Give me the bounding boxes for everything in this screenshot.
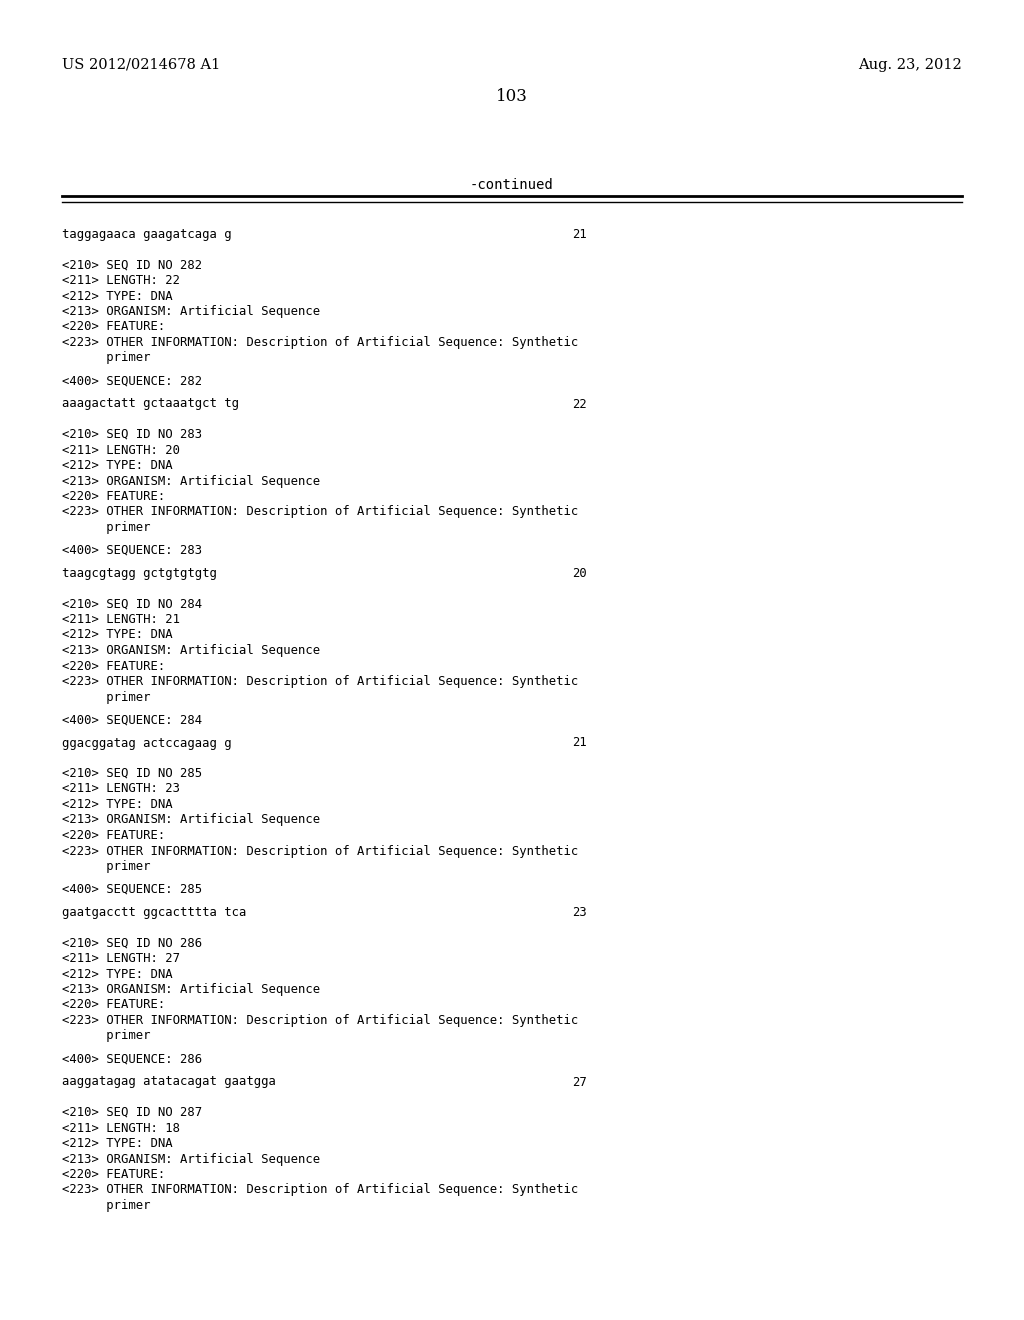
Text: <220> FEATURE:: <220> FEATURE:	[62, 829, 165, 842]
Text: <210> SEQ ID NO 283: <210> SEQ ID NO 283	[62, 428, 202, 441]
Text: <223> OTHER INFORMATION: Description of Artificial Sequence: Synthetic: <223> OTHER INFORMATION: Description of …	[62, 845, 579, 858]
Text: <211> LENGTH: 20: <211> LENGTH: 20	[62, 444, 180, 457]
Text: 20: 20	[572, 568, 587, 579]
Text: <213> ORGANISM: Artificial Sequence: <213> ORGANISM: Artificial Sequence	[62, 474, 321, 487]
Text: <220> FEATURE:: <220> FEATURE:	[62, 321, 165, 334]
Text: 23: 23	[572, 906, 587, 919]
Text: <213> ORGANISM: Artificial Sequence: <213> ORGANISM: Artificial Sequence	[62, 644, 321, 657]
Text: primer: primer	[62, 351, 151, 364]
Text: taagcgtagg gctgtgtgtg: taagcgtagg gctgtgtgtg	[62, 568, 217, 579]
Text: <220> FEATURE:: <220> FEATURE:	[62, 660, 165, 672]
Text: -continued: -continued	[470, 178, 554, 191]
Text: <211> LENGTH: 21: <211> LENGTH: 21	[62, 612, 180, 626]
Text: <220> FEATURE:: <220> FEATURE:	[62, 998, 165, 1011]
Text: <212> TYPE: DNA: <212> TYPE: DNA	[62, 628, 173, 642]
Text: <210> SEQ ID NO 282: <210> SEQ ID NO 282	[62, 259, 202, 272]
Text: <223> OTHER INFORMATION: Description of Artificial Sequence: Synthetic: <223> OTHER INFORMATION: Description of …	[62, 675, 579, 688]
Text: <211> LENGTH: 27: <211> LENGTH: 27	[62, 952, 180, 965]
Text: 27: 27	[572, 1076, 587, 1089]
Text: <400> SEQUENCE: 283: <400> SEQUENCE: 283	[62, 544, 202, 557]
Text: 103: 103	[496, 88, 528, 106]
Text: <211> LENGTH: 23: <211> LENGTH: 23	[62, 783, 180, 796]
Text: <223> OTHER INFORMATION: Description of Artificial Sequence: Synthetic: <223> OTHER INFORMATION: Description of …	[62, 506, 579, 519]
Text: <212> TYPE: DNA: <212> TYPE: DNA	[62, 968, 173, 981]
Text: <211> LENGTH: 18: <211> LENGTH: 18	[62, 1122, 180, 1134]
Text: <223> OTHER INFORMATION: Description of Artificial Sequence: Synthetic: <223> OTHER INFORMATION: Description of …	[62, 1184, 579, 1196]
Text: primer: primer	[62, 1030, 151, 1043]
Text: aaggatagag atatacagat gaatgga: aaggatagag atatacagat gaatgga	[62, 1076, 275, 1089]
Text: <212> TYPE: DNA: <212> TYPE: DNA	[62, 289, 173, 302]
Text: <400> SEQUENCE: 282: <400> SEQUENCE: 282	[62, 375, 202, 388]
Text: <213> ORGANISM: Artificial Sequence: <213> ORGANISM: Artificial Sequence	[62, 813, 321, 826]
Text: <223> OTHER INFORMATION: Description of Artificial Sequence: Synthetic: <223> OTHER INFORMATION: Description of …	[62, 1014, 579, 1027]
Text: 21: 21	[572, 737, 587, 750]
Text: primer: primer	[62, 521, 151, 535]
Text: <400> SEQUENCE: 284: <400> SEQUENCE: 284	[62, 714, 202, 726]
Text: <223> OTHER INFORMATION: Description of Artificial Sequence: Synthetic: <223> OTHER INFORMATION: Description of …	[62, 337, 579, 348]
Text: <400> SEQUENCE: 286: <400> SEQUENCE: 286	[62, 1052, 202, 1065]
Text: Aug. 23, 2012: Aug. 23, 2012	[858, 58, 962, 73]
Text: US 2012/0214678 A1: US 2012/0214678 A1	[62, 58, 220, 73]
Text: <400> SEQUENCE: 285: <400> SEQUENCE: 285	[62, 883, 202, 896]
Text: primer: primer	[62, 690, 151, 704]
Text: aaagactatt gctaaatgct tg: aaagactatt gctaaatgct tg	[62, 397, 239, 411]
Text: <210> SEQ ID NO 285: <210> SEQ ID NO 285	[62, 767, 202, 780]
Text: <220> FEATURE:: <220> FEATURE:	[62, 1168, 165, 1181]
Text: <212> TYPE: DNA: <212> TYPE: DNA	[62, 1137, 173, 1150]
Text: primer: primer	[62, 1199, 151, 1212]
Text: <212> TYPE: DNA: <212> TYPE: DNA	[62, 799, 173, 810]
Text: 21: 21	[572, 228, 587, 242]
Text: <212> TYPE: DNA: <212> TYPE: DNA	[62, 459, 173, 473]
Text: <220> FEATURE:: <220> FEATURE:	[62, 490, 165, 503]
Text: taggagaaca gaagatcaga g: taggagaaca gaagatcaga g	[62, 228, 231, 242]
Text: <210> SEQ ID NO 286: <210> SEQ ID NO 286	[62, 936, 202, 949]
Text: <213> ORGANISM: Artificial Sequence: <213> ORGANISM: Artificial Sequence	[62, 305, 321, 318]
Text: <211> LENGTH: 22: <211> LENGTH: 22	[62, 275, 180, 286]
Text: <210> SEQ ID NO 287: <210> SEQ ID NO 287	[62, 1106, 202, 1119]
Text: <213> ORGANISM: Artificial Sequence: <213> ORGANISM: Artificial Sequence	[62, 1152, 321, 1166]
Text: ggacggatag actccagaag g: ggacggatag actccagaag g	[62, 737, 231, 750]
Text: primer: primer	[62, 861, 151, 873]
Text: <213> ORGANISM: Artificial Sequence: <213> ORGANISM: Artificial Sequence	[62, 983, 321, 997]
Text: gaatgacctt ggcactttta tca: gaatgacctt ggcactttta tca	[62, 906, 247, 919]
Text: 22: 22	[572, 397, 587, 411]
Text: <210> SEQ ID NO 284: <210> SEQ ID NO 284	[62, 598, 202, 610]
